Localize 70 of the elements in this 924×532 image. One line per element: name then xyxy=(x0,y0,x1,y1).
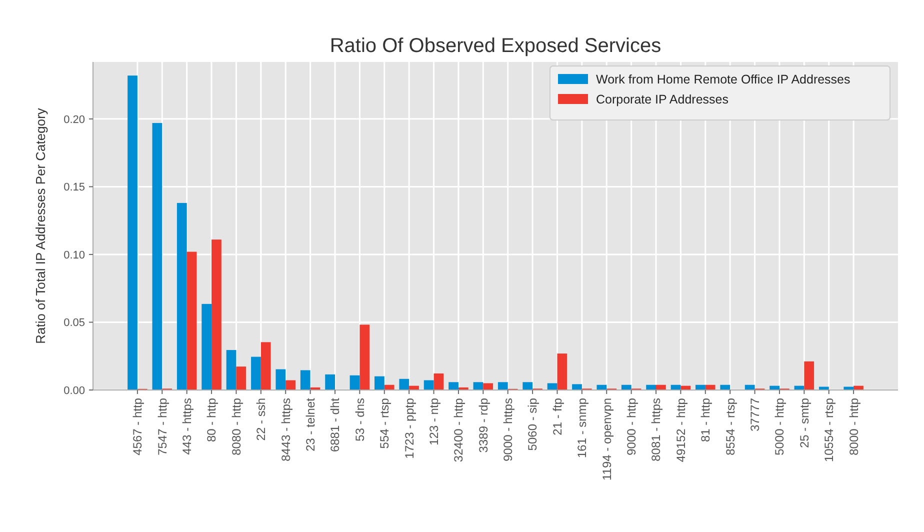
x-tick-label: 22 - ssh xyxy=(254,398,268,441)
bar xyxy=(448,382,458,390)
x-tick-label: 10554 - rtsp xyxy=(822,398,836,462)
bar xyxy=(804,361,814,390)
bar xyxy=(557,354,568,390)
x-tick-label: 81 - http xyxy=(698,398,713,442)
x-tick-label: 23 - telnet xyxy=(304,397,318,452)
x-tick-label: 4567 - http xyxy=(130,398,145,456)
x-tick-label: 8443 - https xyxy=(278,398,293,462)
y-tick-label: 0.15 xyxy=(64,182,85,194)
bar xyxy=(374,376,384,390)
bar xyxy=(286,380,296,390)
y-tick-label: 0.05 xyxy=(64,317,85,330)
x-tick-label: 25 - smtp xyxy=(797,398,812,448)
bar xyxy=(186,252,197,390)
x-tick-label: 8081 - https xyxy=(649,398,664,462)
y-tick-label: 0.10 xyxy=(64,249,85,262)
bar xyxy=(212,240,222,390)
x-tick-label: 8000 - http xyxy=(846,398,861,456)
x-tick-label: 161 - snmp xyxy=(575,398,590,458)
y-tick-label: 0.20 xyxy=(64,114,85,126)
bar xyxy=(498,382,508,390)
x-tick-label: 9000 - http xyxy=(624,398,639,456)
bar xyxy=(844,386,854,390)
x-tick-label: 80 - http xyxy=(204,398,219,442)
legend-label: Work from Home Remote Office IP Addresses xyxy=(596,72,850,86)
bar xyxy=(522,382,533,390)
bar xyxy=(128,76,138,390)
bar xyxy=(276,369,286,390)
x-tick-label: 1723 - pptp xyxy=(402,398,416,459)
x-tick-label: 7547 - http xyxy=(155,398,170,456)
bar xyxy=(202,304,212,390)
x-tick-label: 8080 - http xyxy=(229,398,244,456)
x-tick-label: 21 - ftp xyxy=(550,398,564,436)
bar xyxy=(399,378,410,390)
x-tick-label: 8554 - rtsp xyxy=(723,398,738,456)
bar xyxy=(434,373,444,390)
bar xyxy=(572,384,582,390)
x-tick-label: 5060 - sip xyxy=(526,398,540,451)
x-tick-label: 1194 - openvpn xyxy=(600,398,614,481)
y-tick-label: 0.00 xyxy=(64,384,85,397)
bar xyxy=(483,383,494,390)
bar xyxy=(360,324,370,390)
x-tick-label: 9000 - https xyxy=(501,398,516,462)
x-tick-label: 53 - dns xyxy=(352,398,367,442)
bar xyxy=(818,386,829,390)
bar xyxy=(424,380,434,390)
bar xyxy=(226,350,236,390)
bar xyxy=(300,370,310,390)
bar xyxy=(251,356,261,390)
legend-label: Corporate IP Addresses xyxy=(596,92,728,106)
chart-title: Ratio Of Observed Exposed Services xyxy=(330,35,662,57)
x-tick-label: 6881 - dht xyxy=(328,397,342,452)
x-tick-label: 123 - ntp xyxy=(426,398,441,446)
x-tick-label: 5000 - http xyxy=(772,398,787,456)
x-tick-label: 443 - https xyxy=(180,398,194,455)
bar xyxy=(152,122,162,390)
x-tick-label: 37777 xyxy=(748,398,762,432)
bar xyxy=(236,366,246,390)
bar xyxy=(176,202,187,390)
bar xyxy=(473,382,484,390)
y-axis-title: Ratio of Total IP Addresses Per Category xyxy=(33,108,48,344)
bar xyxy=(260,342,271,390)
bar xyxy=(325,374,335,390)
x-tick-label: 3389 - rdp xyxy=(476,398,490,453)
x-tick-label: 32400 - http xyxy=(452,398,466,462)
bar xyxy=(547,383,558,390)
x-tick-label: 554 - rtsp xyxy=(378,398,392,449)
x-tick-label: 49152 - http xyxy=(674,398,688,462)
bar xyxy=(350,375,360,390)
